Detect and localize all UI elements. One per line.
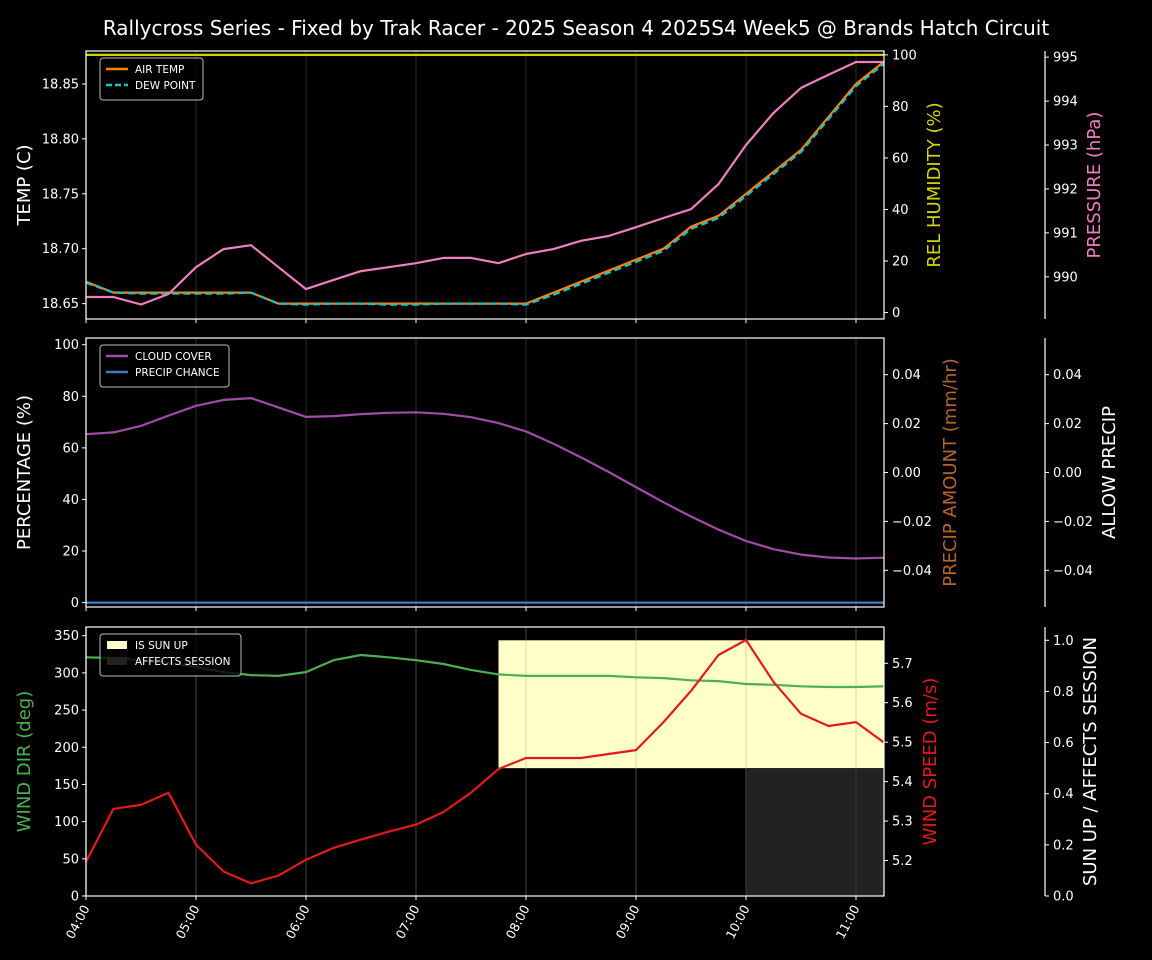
y-tick-label: 5.6: [892, 696, 913, 711]
panel-precip: 0 20 40 60 80 100 PERCENTAGE (%) −0.04 −0.02 0.00…: [14, 337, 1120, 611]
y-axis-label-left: PERCENTAGE (%): [14, 395, 35, 550]
y-tick-label: −0.02: [1053, 515, 1093, 530]
y-tick-label: −0.04: [892, 564, 932, 579]
band-affects-session: [746, 768, 884, 896]
y-tick-label: 0: [71, 890, 79, 905]
y-tick-label: 990: [1053, 270, 1078, 285]
y-tick-label: 0.6: [1053, 736, 1074, 751]
y-tick-label: 0.02: [892, 417, 921, 432]
y-tick-label: 20: [62, 545, 79, 560]
legend-box: [99, 633, 242, 677]
y-tick-label: 991: [1053, 226, 1078, 241]
y-tick-label: −0.04: [1053, 564, 1093, 579]
y-axis-label-left: WIND DIR (deg): [14, 691, 35, 833]
y-tick-label: 5.2: [892, 854, 913, 869]
y-tick-label: 50: [62, 852, 79, 867]
y-tick-label: 1.0: [1053, 634, 1074, 649]
y-axis-label-right: PRECIP AMOUNT (mm/hr): [940, 358, 961, 587]
plot-root: 18.65 18.70 18.75 18.80 18.85 TEMP (C) 0 20 40 60…: [14, 48, 1120, 941]
legend-label: AIR TEMP: [135, 64, 184, 76]
series-cloud-cover: [85, 397, 884, 560]
legend-label: CLOUD COVER: [135, 351, 212, 363]
series-pressure: [86, 60, 884, 306]
chart-title: Rallycross Series - Fixed by Trak Racer …: [103, 16, 1049, 40]
y-tick-label: 100: [54, 338, 79, 353]
y-tick-label: 200: [54, 741, 79, 756]
y-axis-label-right2: ALLOW PRECIP: [1099, 406, 1120, 539]
y-tick-label: 100: [54, 815, 79, 830]
y-tick-label: 150: [54, 778, 79, 793]
y-tick-label: 60: [62, 441, 79, 456]
y-tick-label: 100: [892, 48, 917, 63]
y-tick-label: 60: [892, 151, 909, 166]
y-tick-label: 5.3: [892, 815, 913, 830]
legend: CLOUD COVER PRECIP CHANCE: [99, 344, 230, 388]
legend-label: AFFECTS SESSION: [135, 656, 231, 668]
y-tick-label: 80: [62, 390, 79, 405]
y-tick-label: 0.2: [1053, 838, 1074, 853]
y-tick-label: 80: [892, 100, 909, 115]
y-tick-label: 18.65: [42, 297, 79, 312]
legend-box: [99, 344, 230, 388]
y-tick-label: 994: [1053, 95, 1078, 110]
y-tick-label: 18.75: [42, 187, 79, 202]
band-is-sun-up: [498, 640, 884, 769]
y-tick-label: 40: [892, 203, 909, 218]
plot-frame: [85, 50, 885, 320]
y-tick-label: 0.00: [892, 466, 921, 481]
panel-temp: 18.65 18.70 18.75 18.80 18.85 TEMP (C) 0 20 40 60…: [14, 48, 1105, 323]
y-tick-label: 18.85: [42, 77, 79, 92]
y-tick-label: 995: [1053, 51, 1078, 66]
y-tick-label: 993: [1053, 139, 1078, 154]
y-tick-label: 20: [892, 255, 909, 270]
series-dew-point: [85, 63, 885, 306]
y-tick-label: 0.8: [1053, 685, 1074, 700]
y-tick-label: 18.70: [42, 242, 79, 257]
series-wind-speed: [85, 638, 885, 885]
y-tick-label: 0.00: [1053, 466, 1082, 481]
legend: AIR TEMP DEW POINT: [99, 57, 204, 101]
y-tick-label: 18.80: [42, 132, 79, 147]
y-tick-label: 40: [62, 493, 79, 508]
y-tick-label: 5.5: [892, 736, 913, 751]
y-tick-label: 0.02: [1053, 417, 1082, 432]
y-tick-label: 992: [1053, 182, 1078, 197]
y-tick-label: 0: [892, 306, 900, 321]
y-tick-label: 250: [54, 704, 79, 719]
legend-label: DEW POINT: [135, 80, 196, 92]
y-tick-label: 0.04: [892, 368, 921, 383]
legend-swatch: [107, 657, 127, 665]
panel-wind: 0 50 100 150 200 250 300 350 WIND DIR (deg) 5.2 5.…: [14, 626, 1101, 941]
legend-swatch: [107, 641, 127, 649]
y-axis-label-right2: SUN UP / AFFECTS SESSION: [1080, 637, 1101, 886]
y-tick-label: −0.02: [892, 515, 932, 530]
y-tick-label: 350: [54, 629, 79, 644]
plot-frame: [85, 626, 885, 897]
y-axis-label-left: TEMP (C): [14, 144, 35, 226]
y-tick-label: 0.0: [1053, 890, 1074, 905]
y-tick-label: 5.4: [892, 775, 913, 790]
y-tick-label: 0.04: [1053, 368, 1082, 383]
y-tick-label: 5.7: [892, 657, 913, 672]
legend-label: PRECIP CHANCE: [135, 367, 220, 379]
legend-label: IS SUN UP: [135, 640, 188, 652]
legend: IS SUN UP AFFECTS SESSION: [99, 633, 242, 677]
y-tick-label: 300: [54, 666, 79, 681]
y-axis-label-right2: PRESSURE (hPa): [1084, 112, 1105, 259]
y-tick-label: 0: [71, 596, 79, 611]
y-axis-label-right: REL HUMIDITY (%): [924, 102, 945, 267]
y-axis-label-right: WIND SPEED (m/s): [920, 678, 941, 846]
y-tick-label: 0.4: [1053, 787, 1074, 802]
